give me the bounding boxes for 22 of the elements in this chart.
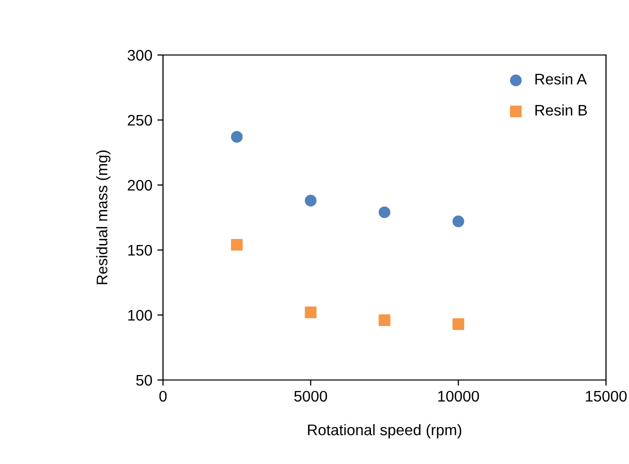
legend-label: Resin B — [535, 104, 587, 116]
point — [452, 318, 464, 330]
x-axis-title: Rotational speed (rpm) — [308, 424, 462, 438]
y-axis-title: Residual mass (mg) — [96, 150, 110, 284]
y-tick-label: 200 — [128, 180, 152, 191]
x-tick-label: 0 — [159, 390, 167, 402]
x-tick-label: 10000 — [438, 390, 479, 402]
x-tick-label: 15000 — [586, 390, 627, 402]
y-tick-label: 150 — [128, 244, 152, 256]
point — [230, 238, 243, 251]
point — [378, 314, 390, 326]
point — [304, 194, 317, 206]
legend-label: Resin A — [535, 73, 587, 85]
y-tick-label: 100 — [128, 310, 152, 321]
point — [452, 216, 464, 228]
x-tick-label: 5000 — [294, 390, 328, 402]
y-tick-label: 50 — [136, 374, 152, 386]
y-tick-label: 300 — [128, 50, 152, 61]
y-tick-label: 250 — [128, 114, 152, 126]
point — [378, 206, 390, 218]
point — [230, 131, 243, 143]
point — [304, 306, 317, 318]
